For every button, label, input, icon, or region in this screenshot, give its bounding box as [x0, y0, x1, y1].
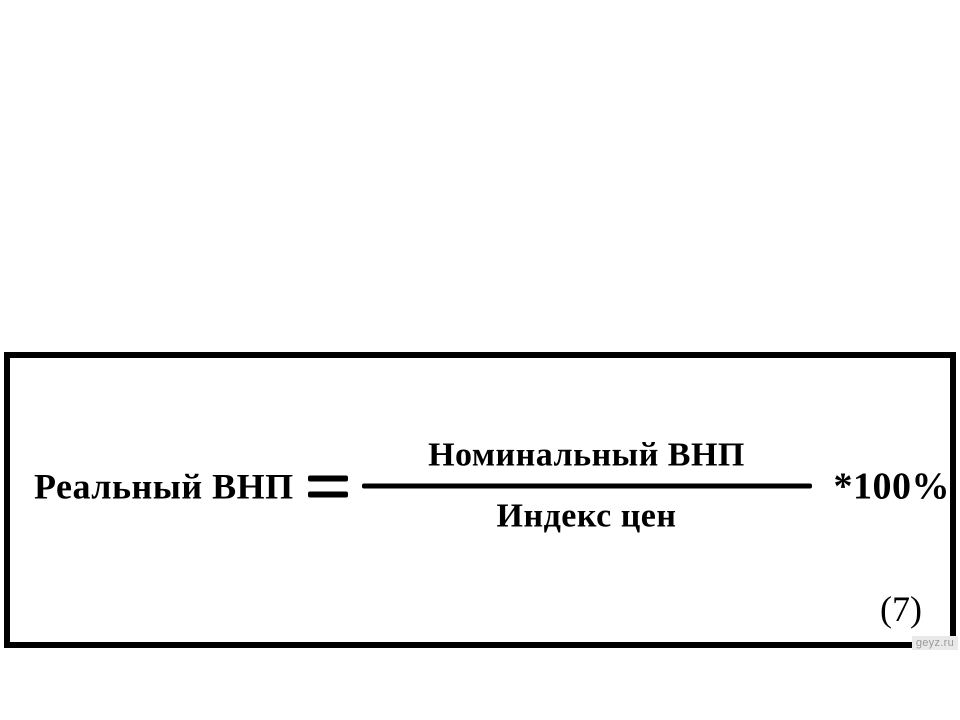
- fraction-bar: [362, 483, 812, 488]
- fraction-denominator: Индекс цен: [497, 497, 677, 535]
- equals-bar-bottom: [308, 491, 348, 497]
- formula-lhs: Реальный ВНП: [34, 465, 294, 507]
- equals-bar-top: [308, 475, 348, 481]
- fraction-numerator: Номинальный ВНП: [428, 436, 745, 474]
- formula-box: Реальный ВНП Номинальный ВНП Индекс цен …: [4, 352, 956, 648]
- equation-number: (7): [880, 588, 922, 630]
- formula-multiplier: *100%: [834, 464, 951, 508]
- watermark: geyz.ru: [912, 636, 958, 650]
- equals-sign: [308, 475, 348, 497]
- formula-row: Реальный ВНП Номинальный ВНП Индекс цен …: [10, 427, 950, 544]
- fraction: Номинальный ВНП Индекс цен: [362, 427, 812, 544]
